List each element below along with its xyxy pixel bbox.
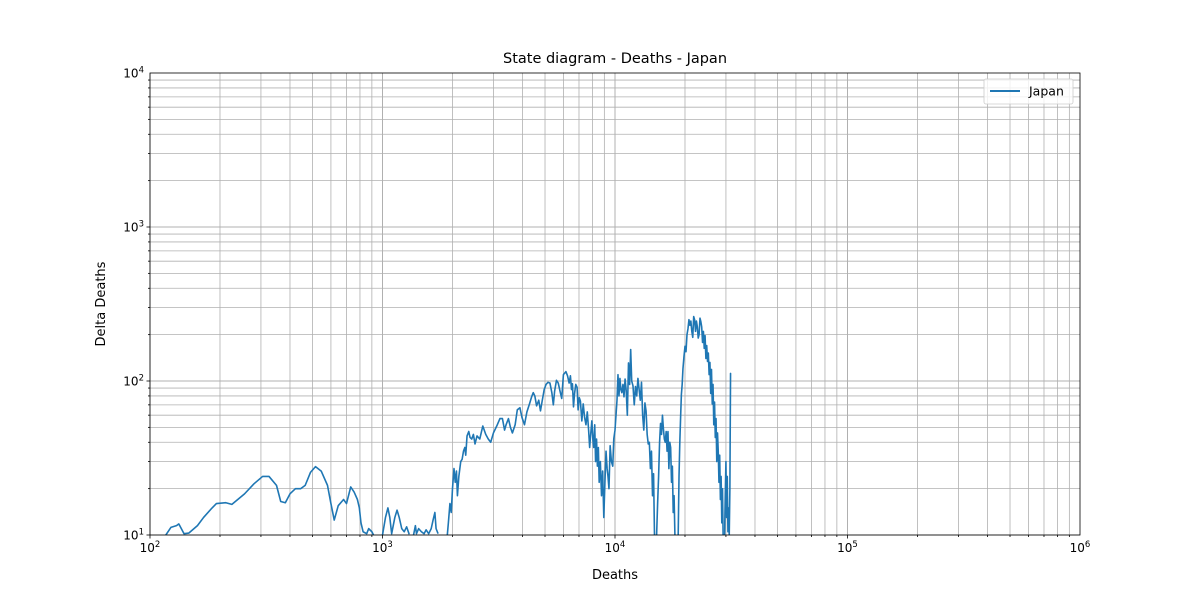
y-tick-label: 102 [123, 374, 144, 389]
series-line-japan-segment-2 [412, 511, 439, 535]
series-line-japan-segment-3 [446, 348, 656, 535]
y-tick-label: 103 [123, 220, 144, 235]
legend-label-japan: Japan [1028, 84, 1064, 99]
legend-box [983, 78, 1074, 105]
x-tick-label: 102 [140, 540, 161, 555]
chart-title: State diagram - Deaths - Japan [503, 51, 727, 67]
series-line-japan-segment-4 [655, 414, 676, 535]
series-line-japan-segment-1 [381, 507, 410, 535]
y-tick-label: 104 [123, 66, 144, 81]
series-line-japan-segment-0 [165, 465, 375, 535]
y-tick-label: 101 [123, 528, 144, 543]
x-tick-label: 103 [372, 540, 393, 555]
series-layer [165, 315, 732, 535]
legend: Japan [983, 78, 1074, 105]
grid [149, 73, 1080, 536]
series-line-japan-segment-6 [723, 372, 732, 535]
x-tick-label: 106 [1070, 540, 1091, 555]
x-tick-label: 104 [605, 540, 626, 555]
y-axis-label: Delta Deaths [94, 261, 109, 346]
ticks [146, 79, 1070, 539]
x-axis-label: Deaths [592, 568, 638, 583]
x-tick-label: 105 [837, 540, 858, 555]
series-line-japan-segment-5 [677, 315, 724, 535]
